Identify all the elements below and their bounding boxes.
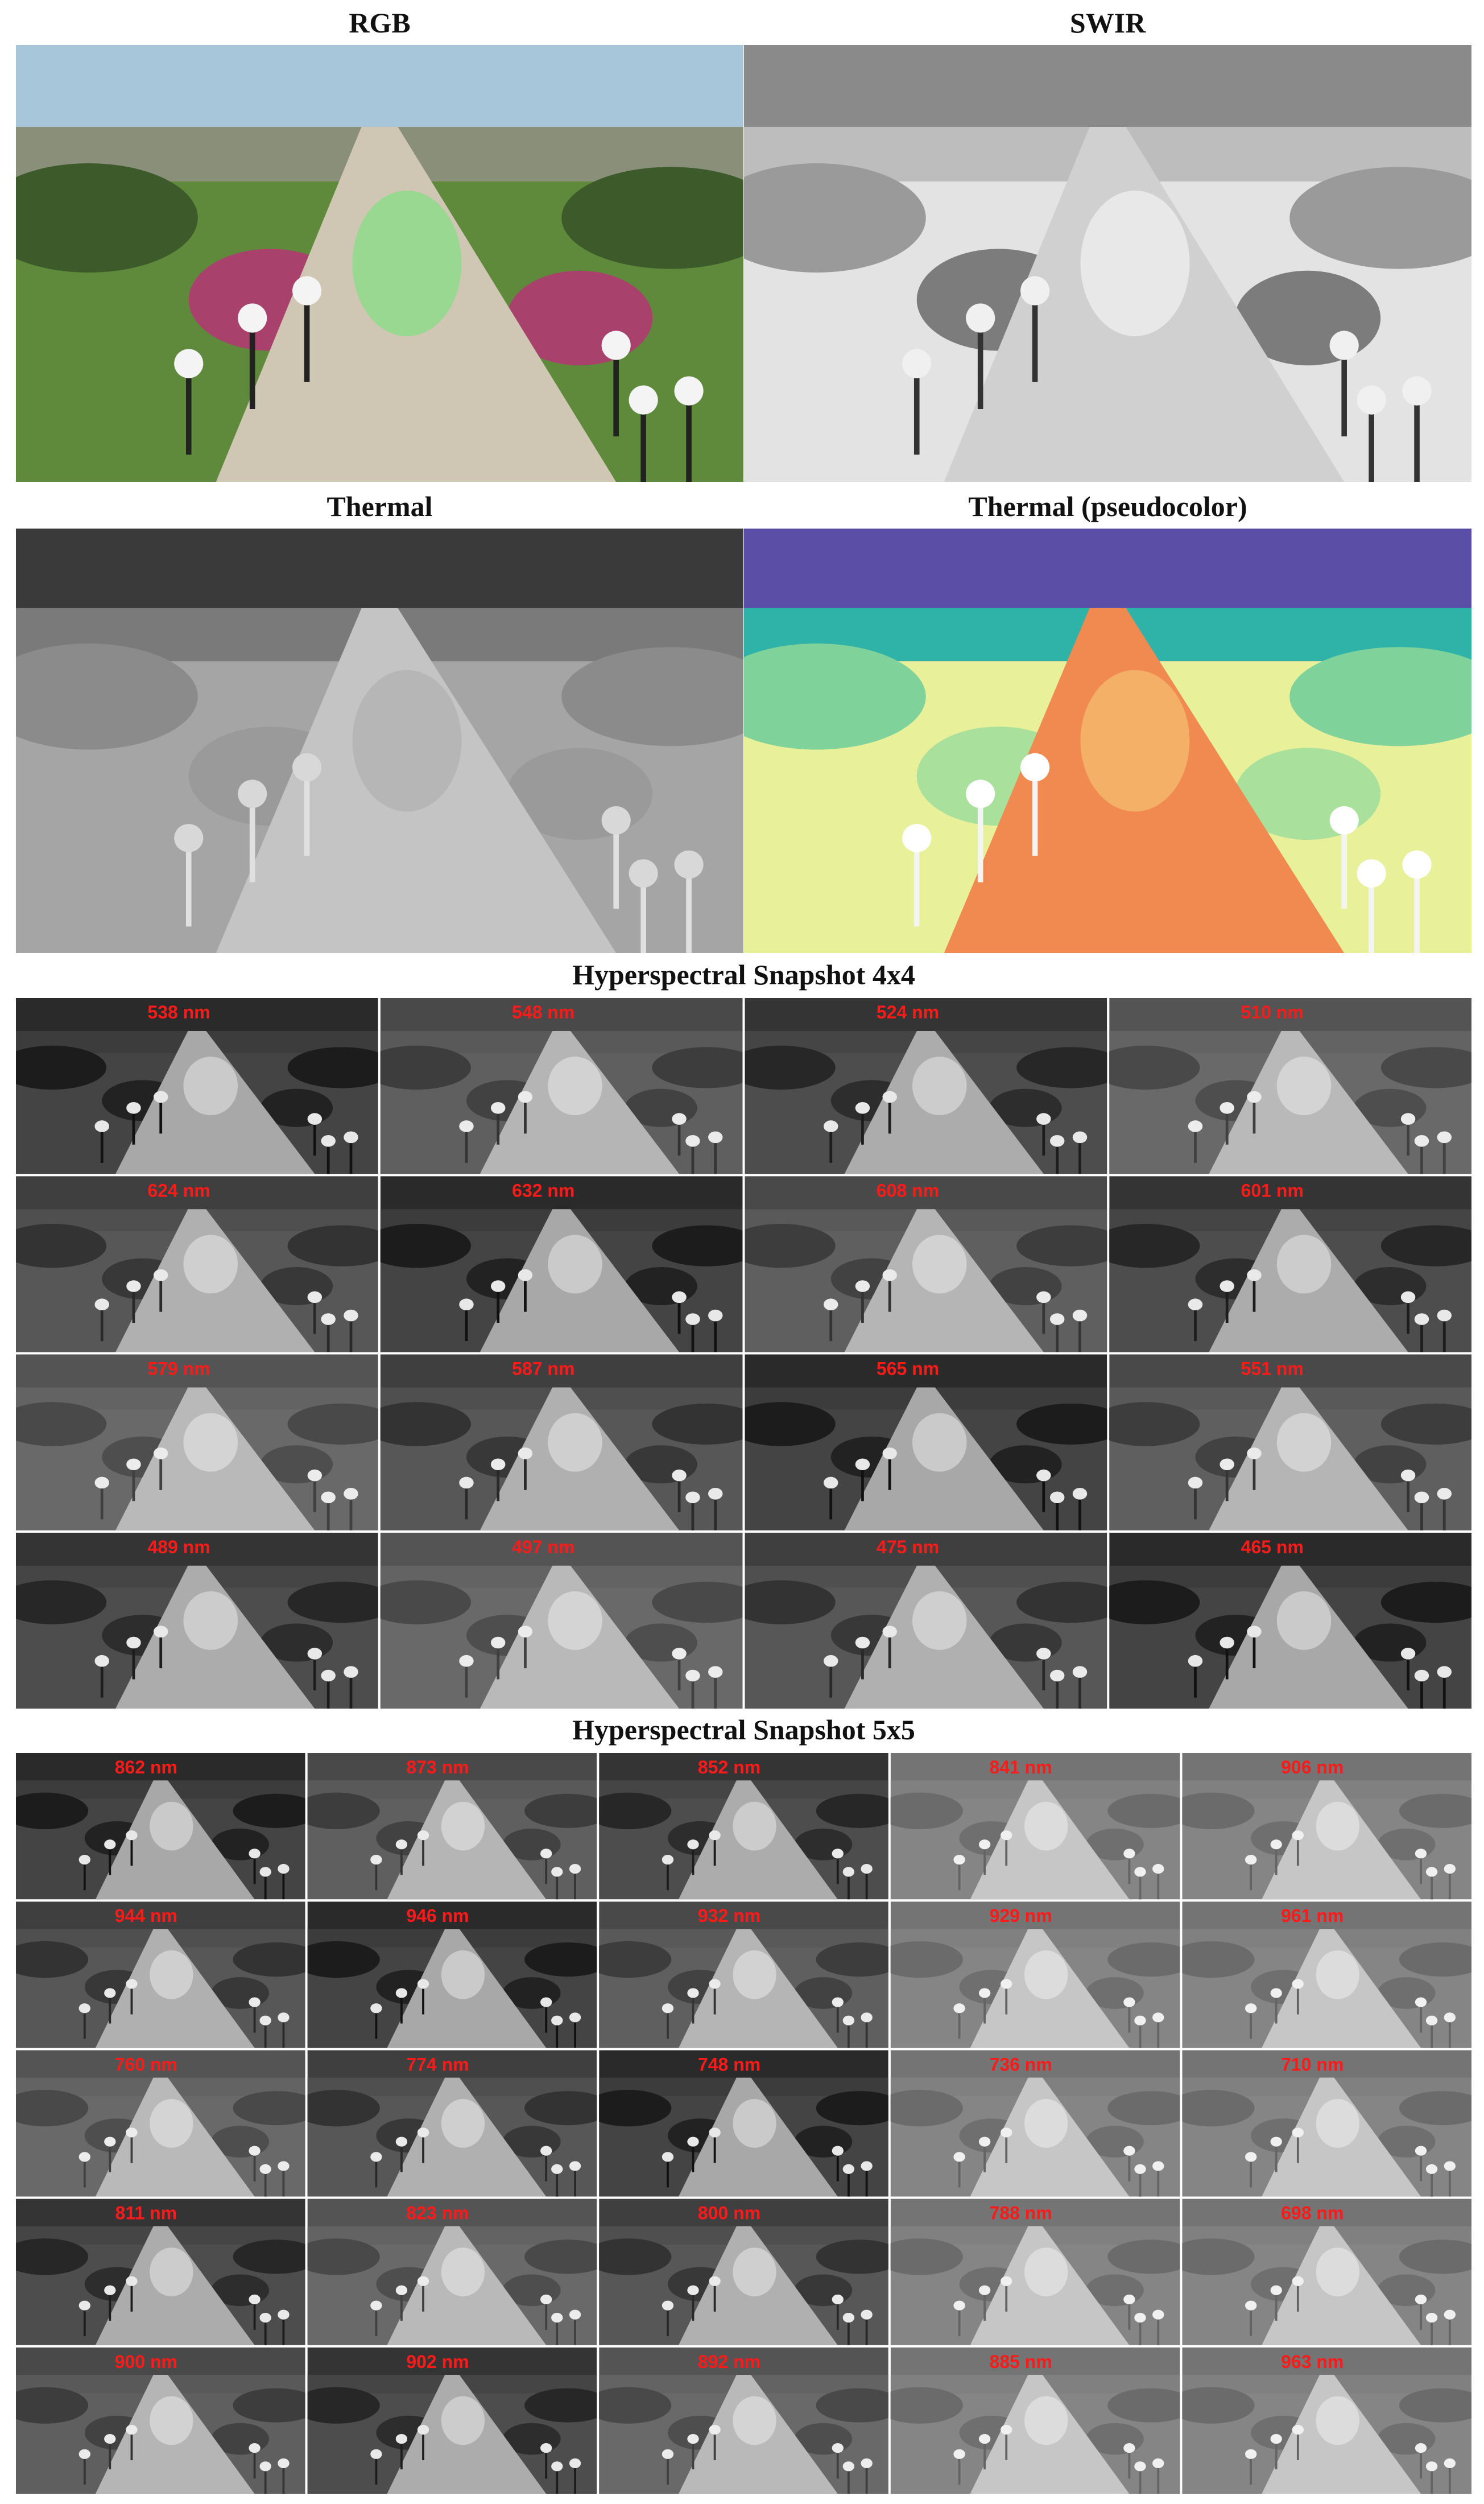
band-tone xyxy=(890,2050,1180,2197)
band-label: 946 nm xyxy=(406,1905,469,1926)
band-tone xyxy=(890,1753,1180,1900)
band-tone xyxy=(745,1532,1107,1709)
band-label: 524 nm xyxy=(877,1002,939,1022)
band-label: 475 nm xyxy=(877,1537,939,1557)
band-label: 963 nm xyxy=(1281,2352,1344,2372)
grid-title: Hyperspectral Snapshot 5x5 xyxy=(572,1714,915,1746)
band-label: 608 nm xyxy=(877,1180,939,1201)
band-tone xyxy=(307,2198,597,2345)
band-tone xyxy=(16,1901,305,2048)
band-label: 841 nm xyxy=(990,1757,1052,1777)
band-label: 929 nm xyxy=(990,1905,1052,1926)
panel-title: SWIR xyxy=(1070,7,1146,39)
band-tone xyxy=(745,1176,1107,1352)
band-tone xyxy=(380,1354,743,1531)
band-tone xyxy=(1182,2050,1471,2197)
band-tone xyxy=(599,2198,888,2345)
panel-image xyxy=(708,45,1484,491)
band-label: 465 nm xyxy=(1241,1537,1304,1557)
band-tone xyxy=(380,998,743,1174)
band-tone xyxy=(16,1354,378,1531)
band-tone xyxy=(1182,2198,1471,2345)
band-tone xyxy=(16,1176,378,1352)
band-label: 788 nm xyxy=(990,2203,1052,2224)
band-label: 900 nm xyxy=(115,2352,177,2372)
band-tone xyxy=(1182,2347,1471,2494)
grid-title: Hyperspectral Snapshot 4x4 xyxy=(572,959,915,991)
band-tone xyxy=(890,1901,1180,2048)
panel-title: Thermal (pseudocolor) xyxy=(968,490,1247,522)
band-tone xyxy=(890,2347,1180,2494)
band-tone xyxy=(599,2347,888,2494)
band-label: 961 nm xyxy=(1281,1905,1344,1926)
band-label: 710 nm xyxy=(1281,2054,1344,2074)
band-tone xyxy=(1109,1354,1471,1531)
band-label: 823 nm xyxy=(406,2203,469,2224)
band-tone xyxy=(1182,1901,1471,2048)
band-label: 873 nm xyxy=(406,1757,469,1777)
band-label: 510 nm xyxy=(1241,1002,1304,1022)
band-label: 774 nm xyxy=(406,2054,469,2074)
band-label: 601 nm xyxy=(1241,1180,1304,1201)
panel-image xyxy=(0,45,780,491)
band-label: 885 nm xyxy=(990,2352,1052,2372)
panel-image xyxy=(0,529,780,962)
band-tone xyxy=(307,1753,597,1900)
band-label: 565 nm xyxy=(877,1359,939,1379)
band-label: 497 nm xyxy=(512,1537,574,1557)
band-tone xyxy=(1109,1176,1471,1352)
band-label: 944 nm xyxy=(115,1905,177,1926)
band-tone xyxy=(599,1901,888,2048)
band-label: 852 nm xyxy=(698,1757,760,1777)
panel-title: RGB xyxy=(349,7,410,39)
band-tone xyxy=(16,1532,378,1709)
panel-image xyxy=(708,529,1484,962)
band-tone xyxy=(16,2347,305,2494)
band-label: 892 nm xyxy=(698,2352,760,2372)
band-label: 736 nm xyxy=(990,2054,1052,2074)
band-label: 698 nm xyxy=(1281,2203,1344,2224)
band-label: 760 nm xyxy=(115,2054,177,2074)
band-tone xyxy=(380,1532,743,1709)
band-label: 902 nm xyxy=(406,2352,469,2372)
band-label: 551 nm xyxy=(1241,1359,1304,1379)
band-label: 489 nm xyxy=(147,1537,210,1557)
band-label: 587 nm xyxy=(512,1359,574,1379)
band-tone xyxy=(307,2347,597,2494)
band-label: 579 nm xyxy=(147,1359,210,1379)
band-tone xyxy=(890,2198,1180,2345)
band-label: 862 nm xyxy=(115,1757,177,1777)
band-tone xyxy=(1182,1753,1471,1900)
band-tone xyxy=(1109,998,1471,1174)
band-label: 906 nm xyxy=(1281,1757,1344,1777)
band-label: 800 nm xyxy=(698,2203,760,2224)
band-label: 811 nm xyxy=(115,2203,177,2224)
band-tone xyxy=(16,2198,305,2345)
band-tone xyxy=(307,2050,597,2197)
band-label: 632 nm xyxy=(512,1180,574,1201)
panel-title: Thermal xyxy=(326,490,432,522)
band-tone xyxy=(745,998,1107,1174)
band-label: 538 nm xyxy=(147,1002,210,1022)
band-label: 624 nm xyxy=(147,1180,210,1201)
band-tone xyxy=(16,2050,305,2197)
band-label: 932 nm xyxy=(698,1905,760,1926)
band-label: 748 nm xyxy=(698,2054,760,2074)
band-label: 548 nm xyxy=(512,1002,574,1022)
band-tone xyxy=(599,1753,888,1900)
